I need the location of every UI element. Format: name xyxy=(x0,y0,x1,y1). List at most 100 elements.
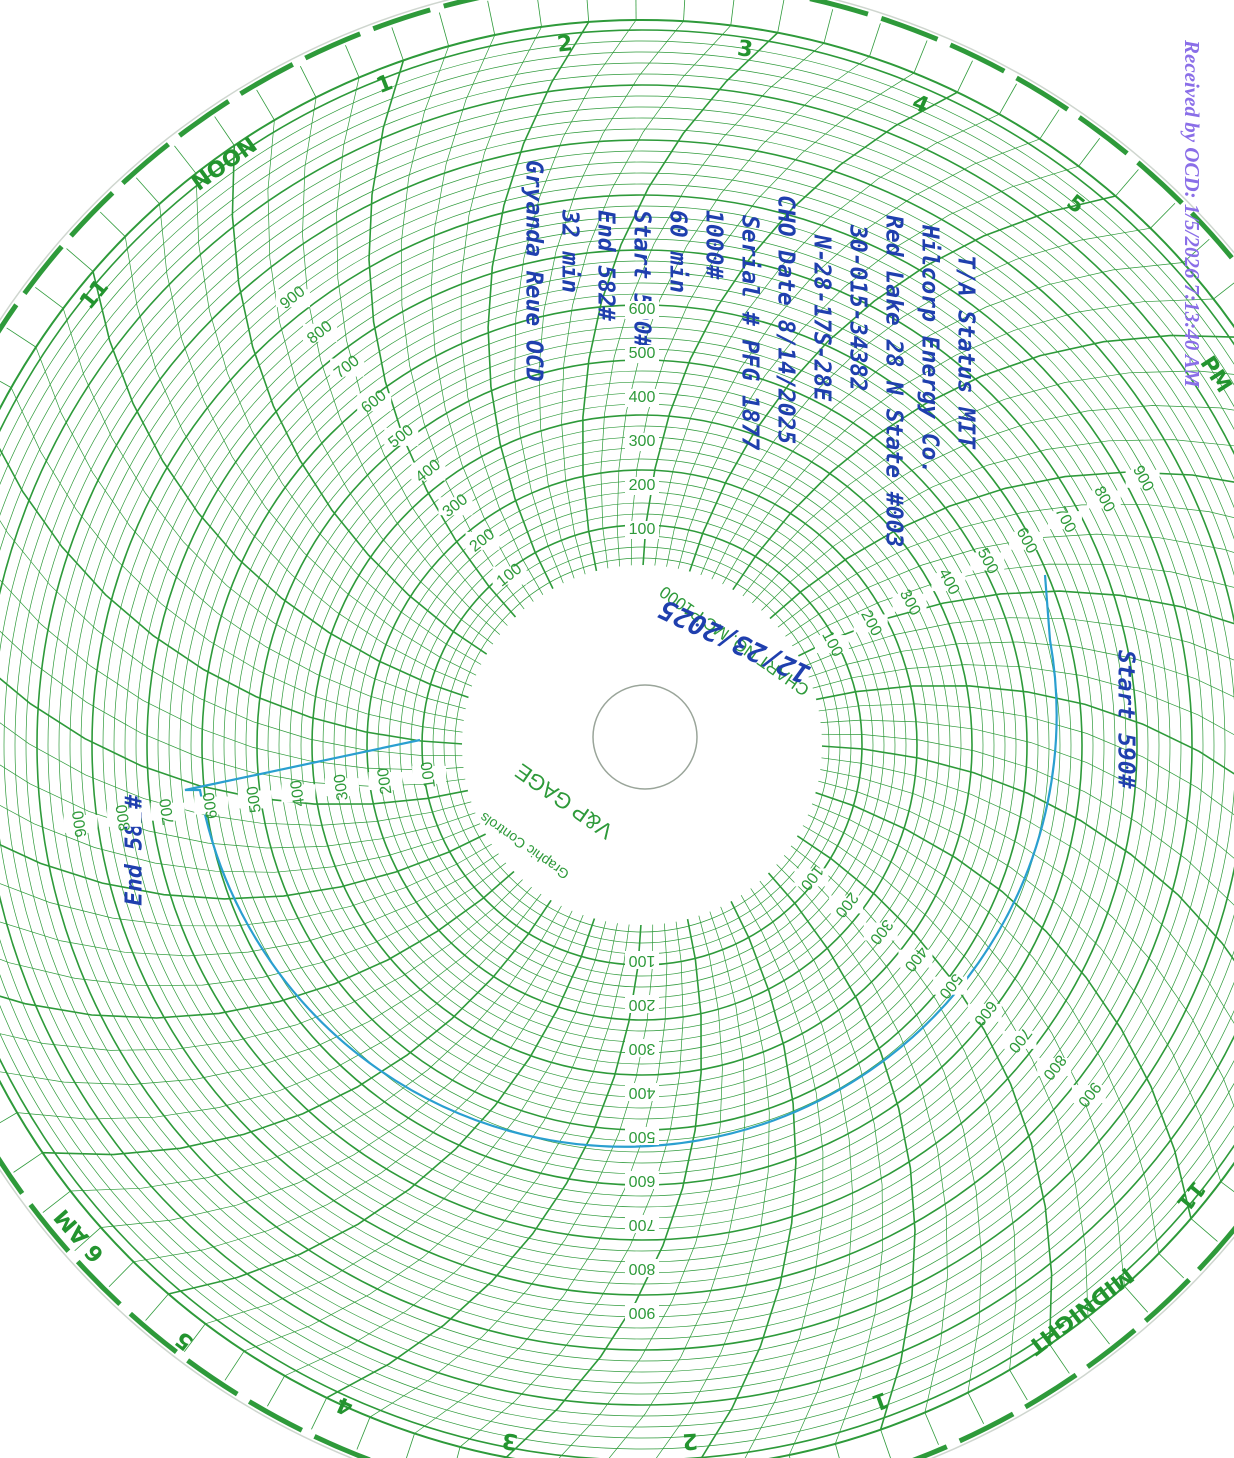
time-line xyxy=(673,165,1079,584)
hour-label: 2 xyxy=(556,31,574,58)
band-ring xyxy=(0,19,1234,1458)
scale-label: 500 xyxy=(629,345,656,362)
time-line xyxy=(694,887,797,1458)
band-tick xyxy=(1087,1316,1110,1345)
time-line xyxy=(0,861,526,1019)
grid-circle xyxy=(443,546,841,944)
band-tick xyxy=(311,1397,328,1430)
grid-circle xyxy=(410,513,874,977)
scale-label-bg xyxy=(465,531,500,550)
time-line xyxy=(742,875,854,1456)
band-tick xyxy=(406,1433,415,1458)
scale-label-bg xyxy=(931,573,966,592)
band-tick xyxy=(586,0,590,22)
time-line xyxy=(302,97,512,645)
scale-label-bg xyxy=(625,951,659,969)
scale-label-bg xyxy=(625,477,659,495)
grid-circle xyxy=(146,249,1138,1241)
time-line xyxy=(714,298,1214,598)
band-tick xyxy=(1220,1181,1234,1193)
time-line xyxy=(733,370,1234,609)
note-line: N-28-17S-28E xyxy=(809,234,835,402)
note-line: Gryanda Reue OCD xyxy=(521,160,547,382)
band-tick xyxy=(683,0,686,22)
time-line xyxy=(806,755,1234,1103)
start-note: Start 590# xyxy=(1113,650,1139,790)
band-tick xyxy=(66,248,94,272)
hour-label: 3 xyxy=(736,36,755,63)
scale-label: 100 xyxy=(629,952,656,969)
scale-label: 500 xyxy=(629,1128,656,1145)
time-line xyxy=(159,203,490,683)
scale-label-bg xyxy=(625,521,659,539)
time-line xyxy=(100,897,580,1228)
band-tick xyxy=(356,1416,371,1450)
hour-label: 3 xyxy=(500,1427,520,1454)
time-line xyxy=(750,868,884,1444)
band-tick xyxy=(880,1429,891,1458)
note-line: End 582# xyxy=(593,210,619,322)
scale-label: 300 xyxy=(331,773,352,802)
band-tick xyxy=(135,177,160,205)
time-line xyxy=(733,882,824,1458)
band-tick xyxy=(438,12,450,47)
time-line xyxy=(133,901,590,1263)
scale-label-bg xyxy=(625,1127,659,1145)
grid-circle xyxy=(36,139,1234,1351)
band-tick xyxy=(0,1112,18,1124)
grid-circle xyxy=(190,293,1094,1197)
grid-circle xyxy=(102,205,1182,1285)
scale-label-bg xyxy=(237,790,272,809)
time-line xyxy=(231,145,500,664)
band-tick xyxy=(823,9,834,44)
band-tick xyxy=(730,0,735,26)
scale-label-bg xyxy=(150,802,185,821)
time-line xyxy=(70,892,570,1192)
time-line xyxy=(168,904,601,1295)
time-line xyxy=(35,346,479,724)
scale-label-bg xyxy=(625,1215,659,1233)
scale-label: 400 xyxy=(629,389,656,406)
scale-label-bg xyxy=(275,289,310,308)
scale-label-bg xyxy=(1047,511,1082,530)
time-line xyxy=(789,617,1234,740)
time-line xyxy=(505,904,702,1458)
time-line xyxy=(0,845,512,957)
scale-label-bg xyxy=(829,895,864,914)
band-tick xyxy=(1039,109,1060,140)
time-line xyxy=(600,897,746,1458)
band-tick xyxy=(42,1190,71,1213)
time-line xyxy=(652,113,1000,581)
scale-label: 500 xyxy=(244,785,265,814)
scale-label-bg xyxy=(1002,1030,1037,1049)
band-tick xyxy=(1009,1369,1028,1401)
scale-label: 200 xyxy=(375,767,396,796)
scale-label-bg xyxy=(625,995,659,1013)
band-tick xyxy=(1213,282,1234,300)
time-line xyxy=(561,25,732,589)
grid-circle xyxy=(454,557,830,933)
band-tick xyxy=(1124,1285,1149,1313)
scale-label-bg xyxy=(892,593,927,612)
grid-circle xyxy=(0,62,1234,1428)
band-tick xyxy=(299,65,317,98)
band-tick xyxy=(6,327,37,348)
time-line xyxy=(794,641,1234,787)
grid xyxy=(0,20,1234,1458)
scale-label-bg xyxy=(625,433,659,451)
band-tick xyxy=(869,23,881,57)
note-line: 30-015-34382 xyxy=(845,224,871,391)
note-line: 1000# xyxy=(701,210,727,280)
note-line: Serial # PFG 1877 xyxy=(737,215,763,451)
time-line xyxy=(92,271,483,704)
band-tick xyxy=(967,1392,985,1425)
scale-label-bg xyxy=(303,323,338,342)
time-line xyxy=(0,517,479,771)
time-line xyxy=(723,334,1234,603)
time-line xyxy=(0,472,478,757)
scale-label: 200 xyxy=(629,996,656,1013)
time-line xyxy=(368,60,526,629)
scale-label-bg xyxy=(324,778,359,797)
